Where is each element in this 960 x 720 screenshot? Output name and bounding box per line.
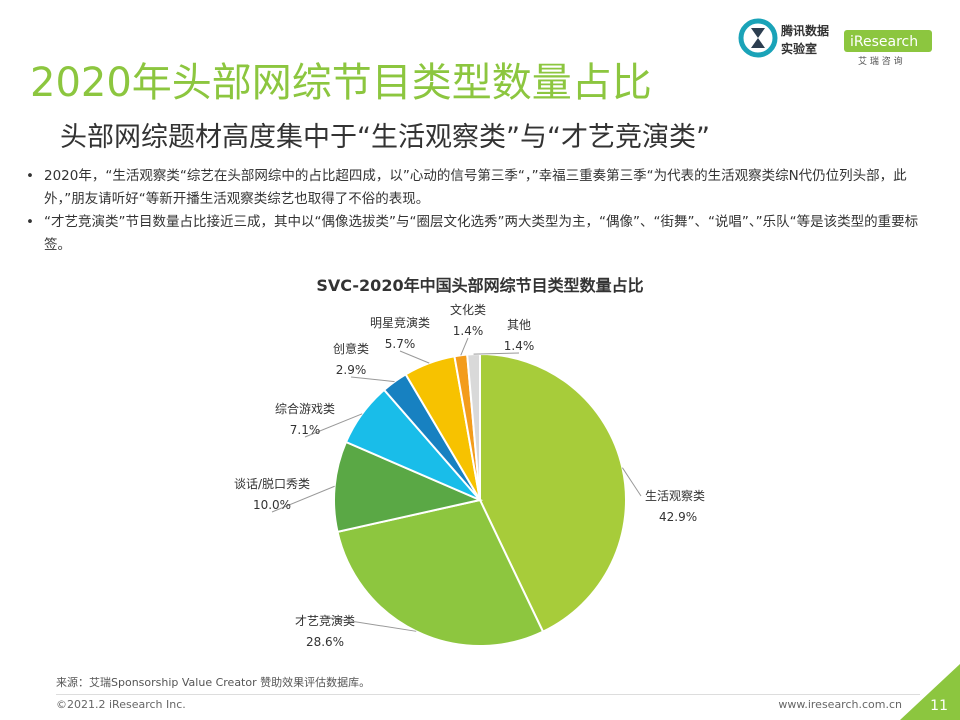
slice-value-label: 1.4% bbox=[504, 339, 535, 353]
page-subtitle: 头部网综题材高度集中于“生活观察类”与“才艺竞演类” bbox=[60, 122, 710, 153]
slice-label: 生活观察类 bbox=[645, 489, 705, 503]
leader-line bbox=[304, 413, 363, 438]
tencent-logo-text-1: 腾讯数据 bbox=[780, 23, 829, 38]
slice-label: 创意类 bbox=[333, 341, 369, 356]
slice-value-label: 10.0% bbox=[253, 498, 291, 512]
hourglass-icon bbox=[751, 28, 765, 48]
pie-slice bbox=[333, 440, 484, 534]
leader-line bbox=[350, 376, 395, 383]
page-title: 2020年头部网综节目类型数量占比 bbox=[30, 60, 652, 106]
slice-label: 才艺竞演类 bbox=[295, 613, 355, 628]
page-corner-triangle bbox=[900, 664, 960, 720]
bullet-item-2: “才艺竞演类”节目数量占比接近三成，其中以“偶像选拔类”与“圈层文化选秀”两大类… bbox=[26, 211, 931, 257]
leader-line bbox=[399, 350, 430, 364]
logo-ring-icon bbox=[738, 18, 778, 58]
bullet-list: 2020年，“生活观察类“综艺在头部网综中的占比超四成，以”心动的信号第三季“，… bbox=[26, 165, 931, 257]
slice-label: 综合游戏类 bbox=[275, 401, 335, 416]
slice-value-label: 7.1% bbox=[290, 423, 321, 437]
website-link[interactable]: www.iresearch.com.cn bbox=[778, 698, 902, 711]
leader-line bbox=[473, 352, 520, 355]
footer-divider bbox=[56, 694, 920, 695]
slice-value-label: 5.7% bbox=[385, 337, 416, 351]
header-logos: 腾讯数据 实验室 iResearch 艾 瑞 咨 询 bbox=[738, 14, 944, 70]
iresearch-logo-cn: 艾 瑞 咨 询 bbox=[858, 55, 903, 67]
slice-value-label: 42.9% bbox=[659, 510, 697, 524]
slice-label: 文化类 bbox=[450, 302, 486, 317]
slice-value-label: 1.4% bbox=[453, 324, 484, 338]
iresearch-logo-text: iResearch bbox=[850, 34, 918, 50]
leader-line bbox=[271, 485, 335, 513]
source-note: 来源：艾瑞Sponsorship Value Creator 赞助效果评估数据库… bbox=[56, 676, 371, 689]
pie-chart: 生活观察类 42.9% 才艺竞演类 28.6% 谈话/脱口秀类 10.0% 综合游戏类 7.1… bbox=[234, 302, 705, 649]
copyright: ©2021.2 iResearch Inc. bbox=[56, 698, 186, 711]
tencent-data-lab-logo: 腾讯数据 实验室 iResearch 艾 瑞 咨 询 bbox=[738, 18, 932, 67]
leader-line bbox=[621, 467, 642, 497]
slice-value-label: 2.9% bbox=[336, 363, 367, 377]
tencent-logo-text-2: 实验室 bbox=[781, 41, 817, 56]
chart-title: SVC-2020年中国头部网综节目类型数量占比 bbox=[316, 276, 644, 295]
page-number: 11 bbox=[930, 698, 948, 714]
pie-slice bbox=[336, 498, 545, 647]
slice-label: 明星竞演类 bbox=[370, 315, 430, 330]
slice-value-label: 28.6% bbox=[306, 635, 344, 649]
slice-label: 谈话/脱口秀类 bbox=[234, 476, 310, 491]
leader-line bbox=[324, 616, 417, 632]
bullet-item-1: 2020年，“生活观察类“综艺在头部网综中的占比超四成，以”心动的信号第三季“，… bbox=[26, 165, 931, 211]
leader-line bbox=[460, 337, 469, 356]
slice-label: 其他 bbox=[507, 318, 531, 332]
iresearch-logo-badge bbox=[844, 30, 932, 52]
